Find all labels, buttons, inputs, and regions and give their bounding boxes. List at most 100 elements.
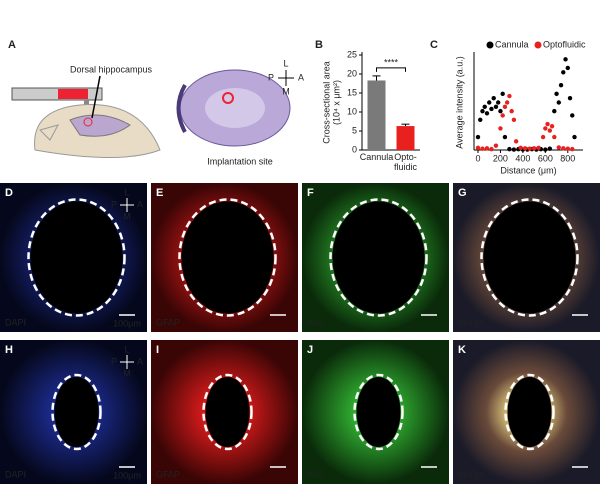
panel-label: K: [458, 344, 466, 356]
panel-label: G: [458, 187, 467, 199]
channel-label: Iba1: [307, 469, 325, 479]
data-point: [507, 93, 512, 99]
legend-label: Optofluidic: [543, 39, 586, 49]
data-point: [478, 117, 483, 122]
channel-label: Merge: [458, 469, 484, 479]
data-point: [484, 146, 490, 151]
implant-void: [356, 377, 401, 447]
data-point: [549, 124, 555, 129]
implant-void: [332, 201, 425, 314]
data-point: [543, 147, 548, 152]
data-point: [567, 95, 573, 101]
data-point: [487, 100, 492, 105]
data-point: [475, 145, 481, 151]
compass-label: L: [124, 344, 129, 354]
bar: [367, 80, 386, 150]
x-tick-label: 400: [515, 153, 530, 163]
x-tick-label: 800: [560, 153, 575, 163]
data-point: [511, 147, 517, 152]
x-axis-label: Distance (μm): [500, 165, 556, 175]
y-tick-label: 0: [352, 144, 357, 154]
data-point: [484, 111, 490, 116]
x-tick-label: Cannula: [360, 152, 394, 162]
data-point: [507, 146, 512, 152]
panel-label: F: [307, 187, 314, 199]
implant-outline: [480, 198, 579, 317]
data-point: [480, 146, 485, 151]
data-point: [504, 100, 510, 105]
implant-void: [205, 377, 250, 447]
data-point: [502, 104, 508, 110]
data-point: [513, 139, 519, 144]
data-point: [543, 126, 548, 131]
data-point: [556, 100, 561, 105]
data-point: [540, 134, 546, 140]
data-point: [482, 104, 487, 110]
panel-label: D: [5, 187, 13, 199]
implant-void: [507, 377, 552, 447]
implant-outline: [504, 373, 555, 451]
data-point: [556, 145, 561, 150]
data-point: [496, 100, 501, 105]
panel-label: I: [156, 344, 159, 356]
y-axis-label: (10⁴ x μm²): [331, 80, 341, 125]
y-tick-label: 25: [347, 49, 357, 59]
data-point: [561, 70, 566, 75]
data-point: [502, 134, 508, 140]
y-tick-label: 5: [352, 125, 357, 135]
y-axis-label: Cross-sectional area: [321, 61, 331, 144]
legend-marker: [486, 41, 494, 49]
y-tick-label: 15: [347, 87, 357, 97]
x-tick-label: 200: [493, 153, 508, 163]
implant-outline: [353, 373, 404, 451]
brain-slice: [176, 69, 291, 147]
panel-label: B: [315, 39, 323, 51]
data-point: [552, 134, 557, 140]
compass-label: L: [124, 187, 129, 197]
data-point: [547, 146, 553, 151]
data-point: [491, 95, 496, 101]
y-tick-label: 20: [347, 68, 357, 78]
legend-label: Cannula: [495, 39, 529, 49]
y-tick-label: 10: [347, 106, 357, 116]
data-point: [511, 117, 517, 122]
data-point: [531, 146, 537, 151]
data-point: [565, 146, 570, 151]
data-point: [561, 146, 566, 151]
channel-label: DAPI: [5, 469, 26, 479]
x-tick-label: 600: [538, 153, 553, 163]
significance-bracket: [376, 67, 406, 72]
y-axis-label: Average intensity (a.u.): [454, 56, 464, 148]
data-point: [489, 106, 494, 112]
implant-void: [54, 377, 99, 447]
channel-label: GFAP: [156, 469, 180, 479]
implant-outline: [27, 198, 126, 317]
compass-label: A: [137, 356, 143, 366]
data-point: [493, 104, 499, 110]
compass-label: M: [282, 86, 290, 96]
compass-label: A: [298, 72, 304, 82]
compass-label: P: [111, 199, 117, 209]
data-point: [570, 146, 575, 152]
x-tick-label: 0: [475, 153, 480, 163]
data-point: [498, 126, 503, 131]
bar: [396, 126, 415, 150]
significance: ****: [384, 57, 399, 67]
panel-label: E: [156, 187, 163, 199]
compass: L P A M: [268, 58, 304, 96]
data-point: [493, 143, 499, 148]
channel-label: DAPI: [5, 317, 26, 327]
panel-label: A: [8, 39, 16, 51]
data-point: [498, 108, 503, 114]
caption: Implantation site: [207, 156, 273, 166]
compass-label: A: [137, 199, 143, 209]
data-point: [558, 83, 564, 88]
data-point: [500, 91, 505, 97]
data-point: [572, 134, 577, 140]
data-point: [475, 134, 481, 140]
data-point: [522, 146, 528, 151]
implant-outline: [51, 373, 102, 451]
data-point: [480, 108, 485, 114]
data-point: [547, 128, 553, 133]
channel-label: Merge: [458, 317, 484, 327]
